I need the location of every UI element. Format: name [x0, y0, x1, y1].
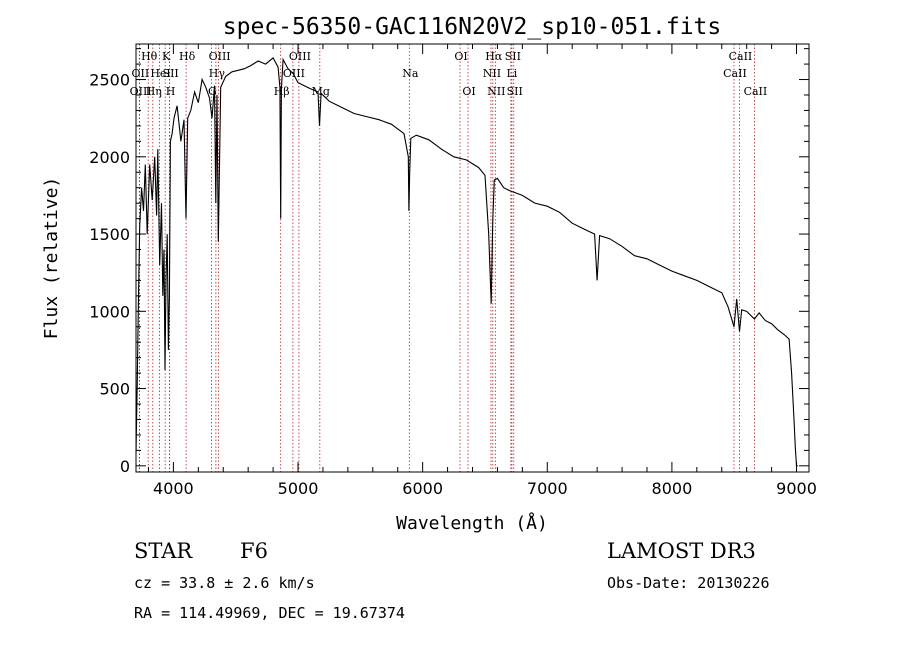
line-id-label: Hδ [179, 50, 196, 63]
y-tick-label: 1000 [89, 302, 130, 321]
y-axis-label: Flux (relative) [41, 177, 62, 340]
line-id-label: NII [483, 67, 501, 80]
plot-frame [135, 43, 810, 473]
x-tick-label: 6000 [402, 479, 443, 498]
spectrum-line [135, 57, 798, 467]
coordinates-readout: RA = 114.49969, DEC = 19.67374 [134, 604, 405, 622]
line-id-label: OIII [289, 50, 311, 63]
line-id-label: OIII [130, 85, 152, 98]
line-id-label: CaII [729, 50, 753, 63]
data-release: LAMOST DR3 [607, 539, 756, 563]
line-id-label: OI [454, 50, 467, 63]
line-id-label: HeI [150, 67, 170, 80]
y-tick-label: 2000 [89, 148, 130, 167]
line-id-label: Hα [485, 50, 503, 63]
y-tick-label: 500 [99, 380, 130, 399]
x-tick-label: 4000 [153, 479, 194, 498]
line-id-label: Hθ [141, 50, 158, 63]
line-id-label: NII [487, 85, 505, 98]
line-id-label: OIII [209, 50, 231, 63]
line-id-label: Li [506, 67, 517, 80]
line-id-label: K [162, 50, 171, 63]
object-class: STAR [134, 539, 193, 563]
chart-title: spec-56350-GAC116N20V2_sp10-051.fits [223, 14, 722, 40]
x-tick-label: 5000 [278, 479, 319, 498]
line-id-label: G [208, 85, 217, 98]
line-id-label: SII [163, 67, 179, 80]
observation-date: Obs-Date: 20130226 [607, 574, 770, 592]
line-id-label: CaII [723, 67, 747, 80]
x-tick-label: 7000 [527, 479, 568, 498]
line-id-label: Hη [146, 85, 162, 98]
line-id-label: Mg [312, 85, 330, 98]
line-id-label: CaII [744, 85, 768, 98]
line-id-label: OIII [283, 67, 305, 80]
redshift-readout: cz = 33.8 ± 2.6 km/s [134, 574, 315, 592]
spectral-subclass: F6 [240, 539, 268, 563]
y-tick-label: 0 [120, 457, 130, 476]
axis-ticks: 4000 5000 6000 7000 8000 9000 0 500 1000 1500 2000… [89, 44, 817, 498]
line-id-label: SII [505, 50, 521, 63]
y-tick-label: 1500 [89, 225, 130, 244]
line-id-label: OI [462, 85, 475, 98]
x-tick-label: 9000 [776, 479, 817, 498]
line-id-label: SII [507, 85, 523, 98]
line-id-label: OII [132, 67, 150, 80]
line-id-label: H [166, 85, 176, 98]
x-tick-label: 8000 [652, 479, 693, 498]
y-tick-label: 2500 [89, 71, 130, 90]
line-id-label: Hγ [209, 67, 226, 80]
x-axis-label: Wavelength (Å) [396, 512, 548, 534]
line-id-label: Na [402, 67, 419, 80]
